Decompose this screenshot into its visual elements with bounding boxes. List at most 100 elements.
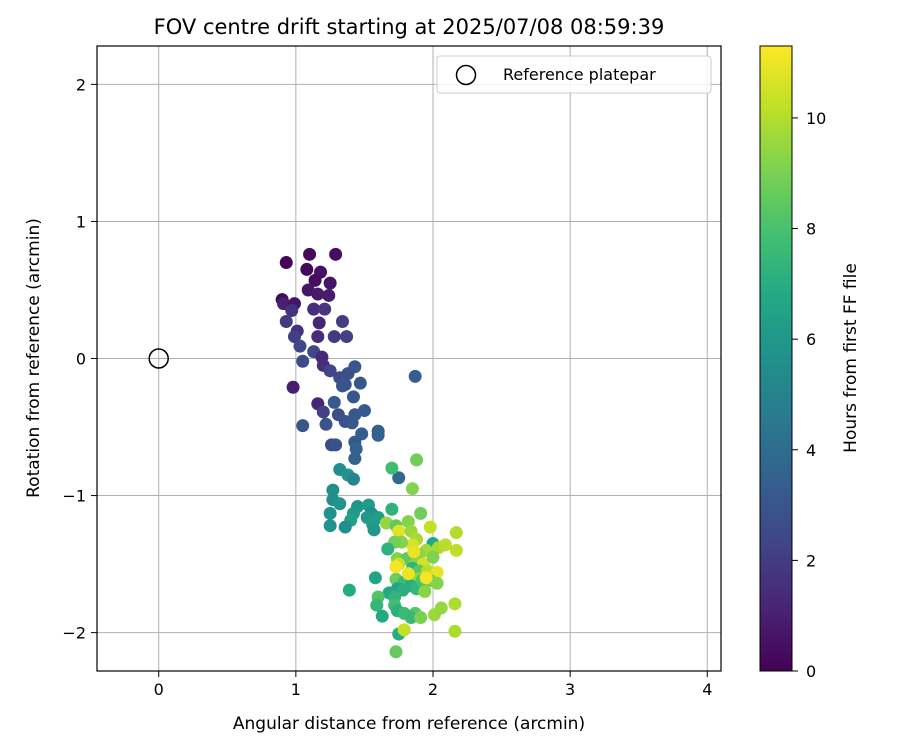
scatter-point [370,598,384,612]
scatter-point [349,442,363,456]
scatter-points [275,247,463,659]
scatter-point [287,330,301,344]
legend-label: Reference platepar [503,65,656,84]
y-tick-label: 1 [76,212,86,231]
scatter-point [338,520,352,534]
scatter-point [318,302,332,316]
scatter-point [329,247,343,261]
scatter-point [311,330,325,344]
scatter-point [449,526,463,540]
x-tick-label: 0 [154,680,164,699]
legend: Reference platepar [436,55,712,94]
scatter-point [327,330,341,344]
x-tick-label: 1 [291,680,301,699]
scatter-point [303,247,317,261]
scatter-point [449,543,463,557]
scatter-point [357,404,371,418]
scatter-point [407,545,421,559]
scatter-point [322,288,336,302]
scatter-point [419,571,433,585]
scatter-point [368,571,382,585]
scatter-point [438,538,452,552]
scatter-point [389,560,403,574]
colorbar-ticks: 0 2 4 6 8 10 [792,109,826,681]
colorbar-label: Hours from first FF file [841,263,861,453]
reference-platepar-marker [148,348,169,369]
scatter-point [408,369,422,383]
scatter-point [345,416,359,430]
scatter-point [405,482,419,496]
scatter-point [293,339,307,353]
scatter-point [307,302,321,316]
y-axis-ticks: 2 1 0 −1 −2 [62,75,97,643]
colorbar-tick-label: 0 [806,662,816,681]
scatter-point [279,256,293,270]
scatter-point [389,645,403,659]
scatter-point [338,378,352,392]
x-tick-label: 4 [702,680,712,699]
scatter-point [367,523,381,537]
scatter-point [329,438,343,452]
scatter-point [312,316,326,330]
scatter-point [430,576,444,590]
scatter-point [340,330,354,344]
scatter-point [381,542,395,556]
scatter-point [392,524,406,538]
scatter-point [392,471,406,485]
colorbar-tick-label: 6 [806,330,816,349]
scatter-point [333,497,347,511]
scatter-point [426,550,440,564]
scatter-point [423,520,437,534]
scatter-point [341,367,355,381]
scatter-point [414,506,428,520]
scatter-point [397,623,411,637]
scatter-point [346,390,360,404]
colorbar-tick-label: 8 [806,220,816,239]
scatter-point [385,502,399,516]
scatter-point [401,567,415,581]
y-tick-label: −1 [62,487,86,506]
scatter-point [296,354,310,368]
scatter-point [448,597,462,611]
scatter-point [279,314,293,328]
scatter-point [335,314,349,328]
y-axis-label: Rotation from reference (arcmin) [24,218,44,498]
colorbar [759,45,793,672]
x-tick-label: 2 [428,680,438,699]
x-axis-ticks: 0 1 2 3 4 [154,671,712,699]
scatter-point [323,519,337,533]
scatter-point [375,609,389,623]
scatter-point [296,419,310,433]
colorbar-tick-label: 10 [806,109,826,128]
scatter-point [300,262,314,276]
scatter-point [348,452,362,466]
scatter-point [404,611,418,625]
scatter-point [353,376,367,390]
colorbar-tick-label: 2 [806,551,816,570]
x-tick-label: 3 [565,680,575,699]
legend-open-circle-icon [455,64,477,86]
scatter-point [410,453,424,467]
scatter-point [286,380,300,394]
y-tick-label: 2 [76,75,86,94]
scatter-point [418,585,432,599]
scatter-point [342,583,356,597]
legend-box [436,55,712,94]
scatter-point [323,506,337,520]
scatter-point [319,417,333,431]
colorbar-tick-label: 4 [806,441,816,460]
scatter-point [326,483,340,497]
scatter-point [414,611,428,625]
scatter-point [323,364,337,378]
scatter-point [371,428,385,442]
chart-title: FOV centre drift starting at 2025/07/08 … [154,15,665,39]
y-tick-label: −2 [62,624,86,643]
grid [97,46,721,671]
scatter-point [448,624,462,638]
scatter-point [285,304,299,318]
scatter-point [311,287,325,301]
scatter-point [323,276,337,290]
scatter-point [434,601,448,615]
scatter-point [327,395,341,409]
